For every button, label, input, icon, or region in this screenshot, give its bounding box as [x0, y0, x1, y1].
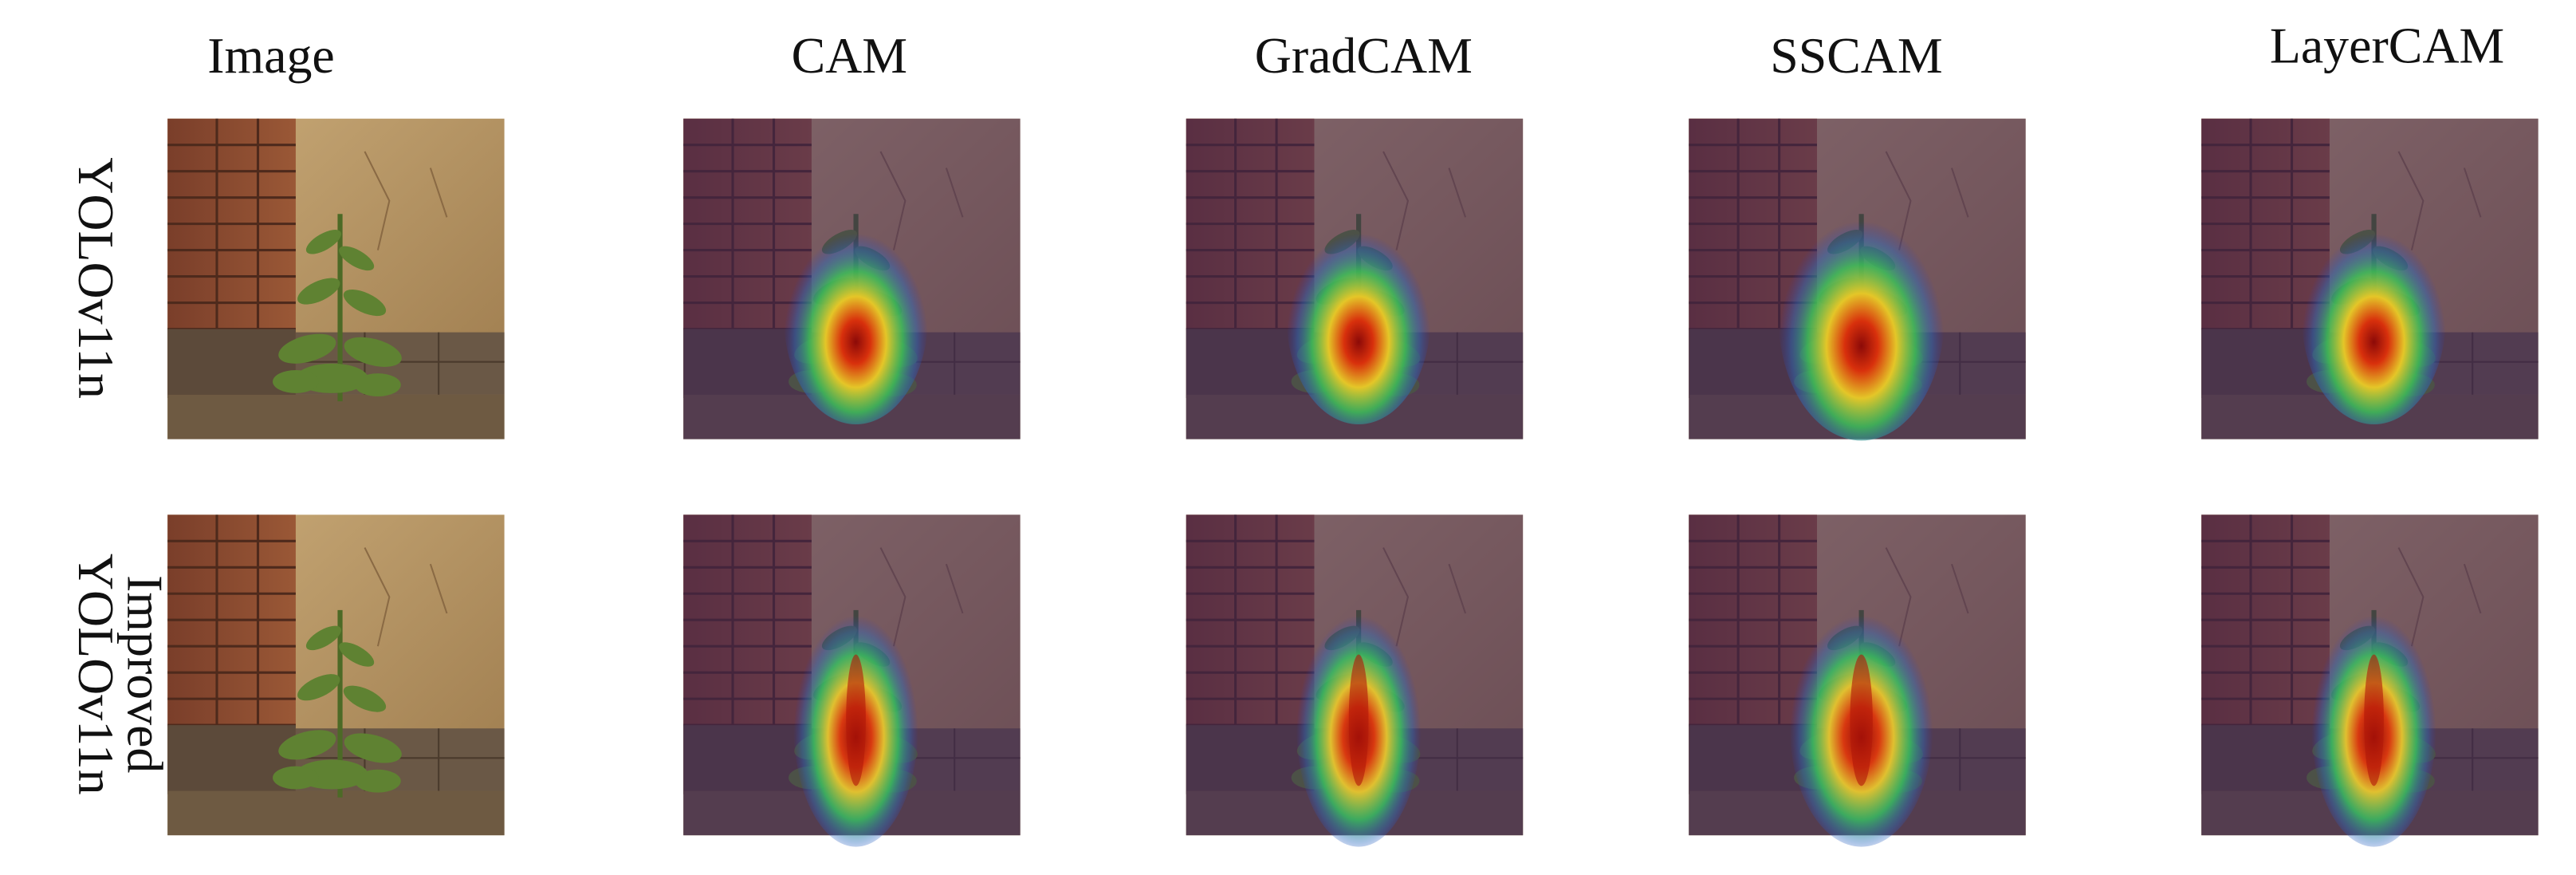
image-cell	[2201, 514, 2538, 847]
image-cell	[167, 119, 504, 439]
row-label: YOLOv11n	[68, 157, 124, 399]
column-header: CAM	[792, 27, 908, 84]
heatmap-core	[2364, 654, 2384, 786]
column-header: SSCAM	[1770, 27, 1943, 84]
column-header: Image	[207, 27, 335, 84]
heatmap-core	[846, 654, 866, 786]
heatmap-core	[1348, 654, 1369, 786]
image-cell	[683, 119, 1020, 439]
heatmap	[2301, 207, 2447, 425]
column-header: LayerCAM	[2270, 18, 2504, 74]
image-cell	[1186, 119, 1523, 439]
heatmap	[1778, 191, 1945, 441]
image-cell	[1689, 514, 2025, 847]
image-cell	[1689, 119, 2025, 441]
image-cell	[683, 514, 1020, 847]
image-cell	[1186, 514, 1523, 847]
row-label: Improved	[117, 575, 174, 773]
heatmap-core	[1850, 654, 1873, 786]
image-cell	[2201, 119, 2538, 439]
row-label: YOLOv11n	[68, 554, 124, 795]
column-header: GradCAM	[1255, 27, 1473, 84]
heatmap	[1286, 207, 1431, 425]
heatmap	[783, 207, 929, 425]
scene-image	[167, 514, 504, 835]
scene-image	[167, 119, 504, 439]
image-cell	[167, 514, 504, 835]
